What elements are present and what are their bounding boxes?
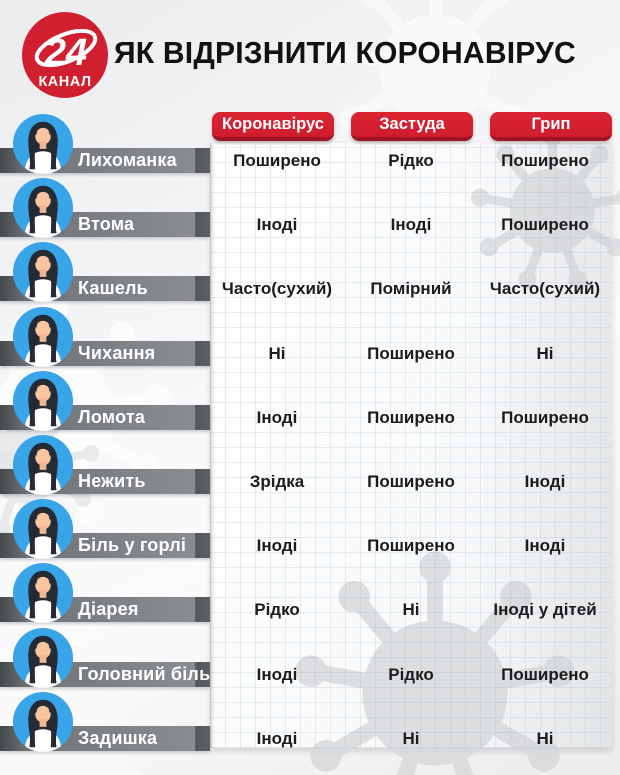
symptom-row-sneezing: Чихання Ні Поширено Ні (0, 305, 620, 369)
cell-aches-coronavirus: Іноді (256, 407, 298, 427)
logo-number: 24 (44, 32, 87, 74)
row-values-sore-throat: Іноді Поширено Іноді (210, 533, 612, 558)
avatar-shortness-of-breath-icon (12, 691, 74, 753)
cell-fever-flu: Поширено (501, 151, 589, 170)
cell-diarrhea-coronavirus: Рідко (254, 600, 300, 620)
avatar-runny-nose-icon (12, 434, 74, 496)
avatar-aches-icon (12, 370, 74, 432)
row-values-fatigue: Іноді Іноді Поширено (210, 212, 612, 237)
symptom-row-cough: Кашель Часто(сухий) Помірний Часто(сухий) (0, 240, 620, 304)
symptom-label: Ломота (78, 406, 146, 427)
cell-headache-cold: Рідко (388, 664, 434, 684)
symptom-label: Діарея (78, 599, 139, 620)
row-values-fever: Поширено Рідко Поширено (210, 148, 612, 173)
symptom-rows: Лихоманка Поширено Рідко Поширено Втома Іноді… (0, 112, 620, 754)
cell-shortness-of-breath-cold: Ні (402, 728, 420, 748)
infographic-title: ЯК ВІДРІЗНИТИ КОРОНАВІРУС (114, 34, 576, 70)
avatar-sore-throat-icon (12, 498, 74, 560)
cell-runny-nose-coronavirus: Зрідка (249, 471, 305, 491)
cell-diarrhea-cold: Ні (402, 600, 420, 620)
symptom-label: Кашель (78, 278, 148, 299)
avatar-fever-icon (12, 113, 74, 175)
avatar-sneezing-icon (12, 306, 74, 368)
symptom-label: Лихоманка (78, 150, 177, 170)
cell-fever-cold: Рідко (388, 151, 434, 170)
symptom-label: Біль у горлі (78, 535, 187, 556)
row-values-diarrhea: Рідко Ні Іноді у дітей (210, 597, 612, 622)
cell-sore-throat-coronavirus: Іноді (256, 536, 298, 556)
symptom-row-fever: Лихоманка Поширено Рідко Поширено (0, 112, 620, 176)
cell-fatigue-cold: Іноді (390, 215, 432, 235)
symptom-row-fatigue: Втома Іноді Іноді Поширено (0, 176, 620, 240)
symptom-row-headache: Головний біль Іноді Рідко Поширено (0, 626, 620, 690)
cell-fever-coronavirus: Поширено (233, 151, 321, 170)
symptom-row-diarrhea: Діарея Рідко Ні Іноді у дітей (0, 561, 620, 625)
symptom-row-runny-nose: Нежить Зрідка Поширено Іноді (0, 433, 620, 497)
cell-sore-throat-flu: Іноді (524, 536, 566, 556)
symptom-label: Задишка (78, 727, 158, 748)
cell-runny-nose-cold: Поширено (367, 471, 455, 491)
column-headers: Коронавірус Застуда Грип (212, 112, 612, 141)
cell-cough-flu: Часто(сухий) (489, 279, 601, 299)
row-values-headache: Іноді Рідко Поширено (210, 662, 612, 687)
cell-cough-cold: Помірний (370, 279, 452, 299)
row-values-shortness-of-breath: Іноді Ні Ні (210, 726, 612, 751)
symptom-label: Головний біль (78, 663, 211, 684)
symptom-label: Чихання (78, 342, 156, 363)
cell-shortness-of-breath-flu: Ні (536, 728, 554, 748)
cell-runny-nose-flu: Іноді (524, 471, 566, 491)
cell-sneezing-cold: Поширено (367, 343, 455, 363)
symptom-row-sore-throat: Біль у горлі Іноді Поширено Іноді (0, 497, 620, 561)
avatar-fatigue-icon (12, 177, 74, 239)
cell-fatigue-flu: Поширено (501, 215, 589, 235)
cell-shortness-of-breath-coronavirus: Іноді (256, 728, 298, 748)
cell-aches-flu: Поширено (501, 407, 589, 427)
symptom-label: Нежить (78, 470, 146, 491)
symptom-row-aches: Ломота Іноді Поширено Поширено (0, 369, 620, 433)
cell-headache-coronavirus: Іноді (256, 664, 298, 684)
row-values-runny-nose: Зрідка Поширено Іноді (210, 469, 612, 494)
column-header-coronavirus: Коронавірус (212, 112, 334, 141)
cell-headache-flu: Поширено (501, 664, 589, 684)
cell-diarrhea-flu: Іноді у дітей (493, 600, 597, 620)
logo-caption: КАНАЛ (38, 74, 91, 90)
cell-sneezing-flu: Ні (536, 343, 554, 363)
cell-cough-coronavirus: Часто(сухий) (221, 279, 333, 299)
column-header-cold: Застуда (351, 112, 473, 141)
row-values-cough: Часто(сухий) Помірний Часто(сухий) (210, 276, 612, 301)
header: 24 КАНАЛ ЯК ВІДРІЗНИТИ КОРОНАВІРУС (0, 0, 620, 105)
cell-aches-cold: Поширено (367, 407, 455, 427)
channel-24-logo: 24 КАНАЛ (22, 12, 108, 98)
row-values-aches: Іноді Поширено Поширено (210, 405, 612, 430)
cell-fatigue-coronavirus: Іноді (256, 215, 298, 235)
avatar-headache-icon (12, 627, 74, 689)
symptom-row-shortness-of-breath: Задишка Іноді Ні Ні (0, 690, 620, 754)
symptom-label: Втома (78, 214, 135, 235)
column-header-flu: Грип (490, 112, 612, 141)
row-values-sneezing: Ні Поширено Ні (210, 341, 612, 366)
avatar-cough-icon (12, 241, 74, 303)
cell-sore-throat-cold: Поширено (367, 536, 455, 556)
cell-sneezing-coronavirus: Ні (268, 343, 286, 363)
avatar-diarrhea-icon (12, 562, 74, 624)
